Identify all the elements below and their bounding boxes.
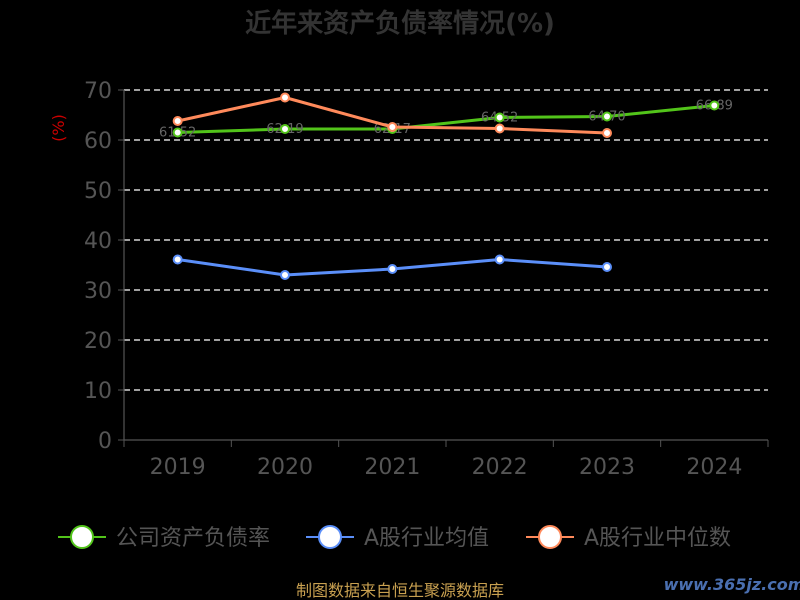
- y-tick-label: 40: [84, 229, 112, 254]
- series-layer: 61.5262.1962.1764.5264.7066.89: [159, 92, 733, 280]
- series-2: [172, 92, 612, 138]
- series-1: [172, 254, 612, 280]
- series-line: [177, 104, 715, 134]
- source-footer: 制图数据来自恒生聚源数据库: [296, 581, 504, 600]
- data-point[interactable]: [172, 254, 183, 265]
- data-point[interactable]: [280, 92, 290, 103]
- legend-label: 公司资产负债率: [116, 526, 270, 551]
- y-tick-label: 70: [84, 79, 112, 104]
- y-tick-label: 60: [84, 129, 112, 154]
- data-point[interactable]: [602, 262, 612, 272]
- data-point[interactable]: [494, 112, 505, 123]
- x-tick-label: 2019: [150, 455, 206, 480]
- y-axis-label: (%): [49, 114, 68, 142]
- data-point[interactable]: [602, 111, 612, 122]
- data-point[interactable]: [280, 124, 290, 134]
- data-point[interactable]: [494, 254, 505, 265]
- y-tick-label: 30: [84, 279, 112, 304]
- x-tick-label: 2022: [472, 455, 528, 480]
- legend: 公司资产负债率 A股行业均值 A股行业中位数: [58, 525, 731, 551]
- axes: 0 10 20 30 40 50 60 70 2019 2020 2021 2022 2023 2024: [84, 79, 769, 480]
- data-point[interactable]: [387, 264, 398, 274]
- legend-label: A股行业中位数: [584, 526, 731, 551]
- data-point[interactable]: [172, 116, 183, 126]
- x-tick-label: 2023: [579, 455, 635, 480]
- data-point[interactable]: [494, 123, 505, 134]
- y-tick-label: 10: [84, 379, 112, 404]
- x-tick-label: 2024: [686, 455, 742, 480]
- x-tick-label: 2020: [257, 455, 313, 480]
- legend-item-1[interactable]: A股行业均值: [306, 525, 489, 551]
- grid-lines: [124, 89, 768, 391]
- legend-marker: [70, 525, 94, 549]
- y-tick-label: 20: [84, 329, 112, 354]
- data-point[interactable]: [709, 100, 720, 111]
- legend-marker: [318, 525, 342, 549]
- legend-marker: [538, 525, 562, 549]
- chart-title: 近年来资产负债率情况(%): [245, 8, 555, 39]
- legend-item-2[interactable]: A股行业中位数: [526, 525, 731, 551]
- y-tick-label: 50: [84, 179, 112, 204]
- data-point[interactable]: [280, 270, 290, 280]
- data-point[interactable]: [172, 127, 183, 138]
- x-tick-label: 2021: [364, 455, 420, 480]
- data-point[interactable]: [602, 128, 612, 138]
- legend-label: A股行业均值: [364, 526, 489, 551]
- data-point[interactable]: [387, 122, 398, 132]
- y-tick-label: 0: [98, 429, 112, 454]
- legend-item-0[interactable]: 公司资产负债率: [58, 525, 270, 551]
- watermark: www.365jz.com: [664, 575, 800, 594]
